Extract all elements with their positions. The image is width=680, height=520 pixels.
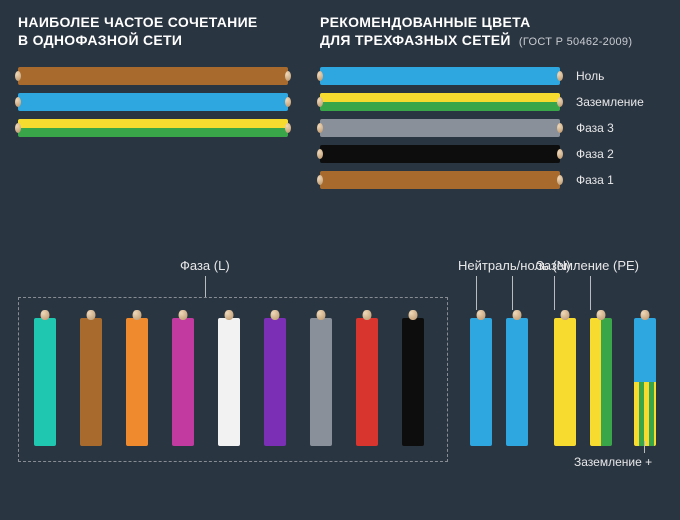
wire-label: Фаза 2	[576, 147, 614, 161]
wire-row	[18, 119, 303, 137]
wire-vertical	[34, 318, 56, 446]
left-column: НАИБОЛЕЕ ЧАСТОЕ СОЧЕТАНИЕ В ОДНОФАЗНОЙ С…	[18, 14, 303, 145]
wire-vertical	[218, 318, 240, 446]
wire-vertical	[126, 318, 148, 446]
wire-row	[18, 67, 303, 85]
wire-label: Фаза 1	[576, 173, 614, 187]
wire-label: Заземление	[576, 95, 644, 109]
wire-vertical	[470, 318, 492, 446]
wire-vertical	[172, 318, 194, 446]
wire-row: Ноль	[320, 67, 665, 85]
right-heading: РЕКОМЕНДОВАННЫЕ ЦВЕТА ДЛЯ ТРЕХФАЗНЫХ СЕТ…	[320, 14, 665, 49]
wire-label: Ноль	[576, 69, 604, 83]
wire-label: Фаза 3	[576, 121, 614, 135]
gost-label: (ГОСТ Р 50462-2009)	[519, 36, 632, 48]
wire-horizontal	[320, 145, 560, 163]
wire-horizontal	[320, 119, 560, 137]
left-heading: НАИБОЛЕЕ ЧАСТОЕ СОЧЕТАНИЕ В ОДНОФАЗНОЙ С…	[18, 14, 303, 49]
wire-row: Фаза 1	[320, 171, 665, 189]
wire-vertical	[356, 318, 378, 446]
wire-row	[18, 93, 303, 111]
right-wires: Ноль Заземление Фаза 3 Фаза 2 Фаза 1	[320, 67, 665, 189]
ground-plus-label: Заземление +	[574, 455, 652, 469]
label-ground: Заземление (PE)	[536, 258, 639, 273]
wire-horizontal	[320, 67, 560, 85]
wire-vertical	[264, 318, 286, 446]
wire-vertical	[402, 318, 424, 446]
right-heading-line1: РЕКОМЕНДОВАННЫЕ ЦВЕТА	[320, 14, 531, 30]
left-heading-line1: НАИБОЛЕЕ ЧАСТОЕ СОЧЕТАНИЕ	[18, 14, 258, 30]
wire-horizontal	[18, 93, 288, 111]
ground-plus-wire	[634, 318, 656, 446]
wire-horizontal	[320, 171, 560, 189]
wire-horizontal	[18, 67, 288, 85]
wire-row: Заземление	[320, 93, 665, 111]
wire-vertical	[506, 318, 528, 446]
label-phase: Фаза (L)	[180, 258, 230, 273]
wire-vertical	[554, 318, 576, 446]
wire-row: Фаза 3	[320, 119, 665, 137]
right-column: РЕКОМЕНДОВАННЫЕ ЦВЕТА ДЛЯ ТРЕХФАЗНЫХ СЕТ…	[320, 14, 665, 197]
wire-horizontal	[320, 93, 560, 111]
left-wires	[18, 67, 303, 137]
right-heading-line2: ДЛЯ ТРЕХФАЗНЫХ СЕТЕЙ	[320, 32, 511, 48]
wire-vertical	[80, 318, 102, 446]
wire-vertical	[310, 318, 332, 446]
wire-row: Фаза 2	[320, 145, 665, 163]
wire-horizontal	[18, 119, 288, 137]
left-heading-line2: В ОДНОФАЗНОЙ СЕТИ	[18, 32, 182, 48]
wire-vertical	[590, 318, 612, 446]
